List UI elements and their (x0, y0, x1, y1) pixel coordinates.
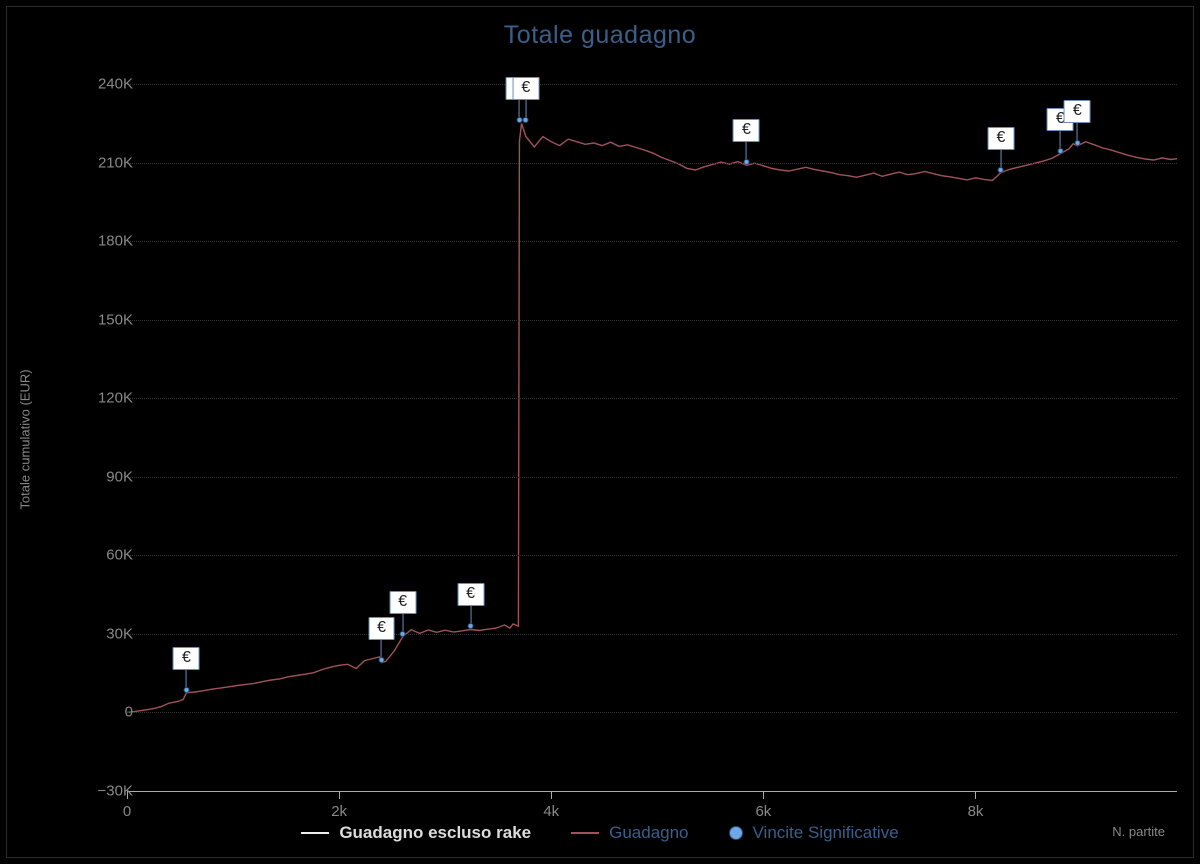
gridline-h (127, 163, 1177, 164)
chart-title: Totale guadagno (7, 21, 1193, 50)
y-axis-title: Totale cumulativo (EUR) (18, 369, 33, 509)
legend: Guadagno escluso rake Guadagno Vincite Sig… (7, 823, 1193, 843)
gridline-h (127, 555, 1177, 556)
legend-label: Guadagno (609, 823, 688, 843)
y-tick-label: 180K (73, 233, 133, 250)
y-tick-label: 60K (73, 547, 133, 564)
y-tick-label: 120K (73, 390, 133, 407)
x-tick (975, 791, 976, 799)
legend-item[interactable]: Guadagno escluso rake (301, 823, 531, 843)
legend-dot-icon (729, 826, 743, 840)
gridline-h (127, 712, 1177, 713)
x-tick-label: 4k (543, 803, 559, 820)
gridline-h (127, 320, 1177, 321)
gridline-h (127, 477, 1177, 478)
legend-label: Vincite Significative (753, 823, 899, 843)
x-tick (763, 791, 764, 799)
series-svg (127, 71, 1177, 791)
legend-label: Guadagno escluso rake (339, 823, 531, 843)
series-guadagno (127, 123, 1177, 712)
x-tick (551, 791, 552, 799)
gridline-h (127, 241, 1177, 242)
plot-area: €€€€€€€€€€ (127, 71, 1177, 791)
y-tick-label: 90K (73, 468, 133, 485)
y-tick-label: 30K (73, 625, 133, 642)
y-tick-label: 210K (73, 154, 133, 171)
legend-item[interactable]: Vincite Significative (729, 823, 899, 843)
y-tick-label: −30K (73, 783, 133, 800)
gridline-h (127, 634, 1177, 635)
gridline-h (127, 84, 1177, 85)
x-tick-label: 8k (968, 803, 984, 820)
y-tick-label: 150K (73, 311, 133, 328)
y-tick-label: 240K (73, 76, 133, 93)
legend-line-icon (301, 832, 329, 834)
y-tick-label: 0 (73, 704, 133, 721)
x-tick-label: 6k (755, 803, 771, 820)
chart-frame: Totale guadagno Totale cumulativo (EUR) … (6, 6, 1194, 858)
axis-line-x (127, 791, 1177, 792)
x-tick-label: 0 (123, 803, 131, 820)
legend-item[interactable]: Guadagno (571, 823, 688, 843)
legend-line-icon (571, 832, 599, 834)
x-tick-label: 2k (331, 803, 347, 820)
x-tick (339, 791, 340, 799)
gridline-h (127, 398, 1177, 399)
